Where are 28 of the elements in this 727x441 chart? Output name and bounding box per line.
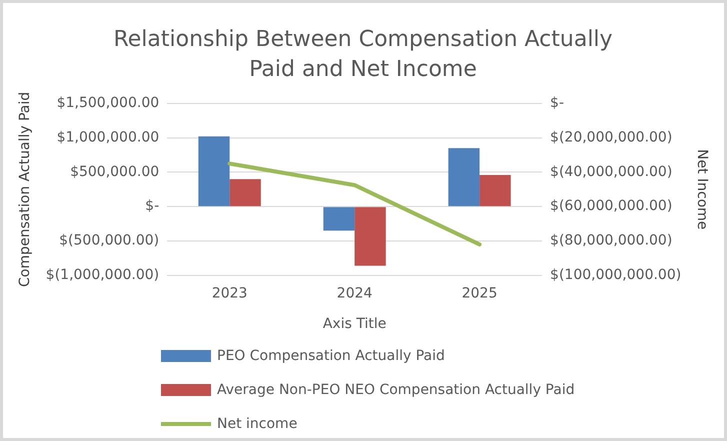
y2-tick-label: $(20,000,000.00) xyxy=(550,129,672,146)
x-tick-label: 2025 xyxy=(462,285,498,302)
x-tick-label: 2024 xyxy=(336,285,372,302)
y2-tick-label: $(60,000,000.00) xyxy=(550,198,672,214)
bar xyxy=(480,174,511,206)
y-tick-label: $500,000.00 xyxy=(70,164,160,180)
y2-tick-label: $- xyxy=(550,95,564,112)
bar xyxy=(198,136,230,206)
y-axis-title: Compensation Actually Paid xyxy=(17,92,34,287)
bar xyxy=(354,207,386,266)
bar xyxy=(230,179,261,206)
legend-label: PEO Compensation Actually Paid xyxy=(217,348,445,364)
y-tick-label: $(1,000,000.00) xyxy=(46,267,160,284)
bar xyxy=(448,148,480,206)
y2-tick-label: $(80,000,000.00) xyxy=(550,232,672,249)
x-tick-label: 2023 xyxy=(212,285,248,302)
y2-axis-title: Net Income xyxy=(694,149,710,230)
y-tick-label: $1,500,000.00 xyxy=(56,95,160,112)
y2-tick-label: $(100,000,000.00) xyxy=(550,267,682,284)
x-axis-title: Axis Title xyxy=(322,316,386,332)
y-tick-label: $1,000,000.00 xyxy=(56,129,160,146)
y-tick-label: $(500,000.00) xyxy=(59,232,160,249)
y2-tick-label: $(40,000,000.00) xyxy=(550,164,672,180)
bar xyxy=(323,207,355,231)
legend-label: Net income xyxy=(217,416,298,432)
chart-title: Relationship Between Compensation Actually Paid and Net Income xyxy=(112,26,614,84)
y-tick-label: $- xyxy=(145,198,160,214)
legend-label: Average Non-PEO NEO Compensation Actually Paid xyxy=(217,382,575,398)
